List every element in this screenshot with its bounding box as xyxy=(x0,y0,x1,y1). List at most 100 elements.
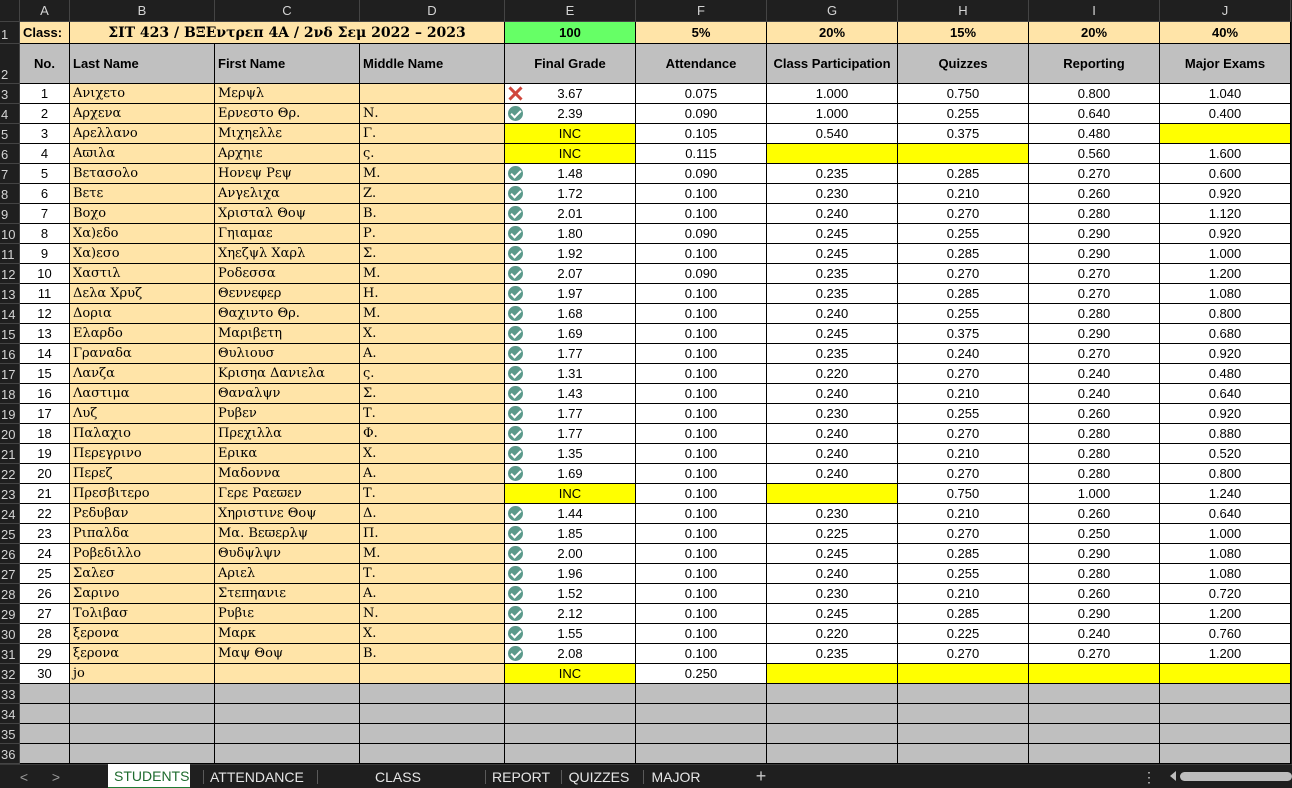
student-last-name[interactable]: Παλαχιο xyxy=(70,424,215,444)
student-middle-name[interactable] xyxy=(360,664,505,684)
tab-scroll-left-icon[interactable]: < xyxy=(19,769,29,785)
column-header-b[interactable]: B xyxy=(70,0,215,22)
empty-cell[interactable] xyxy=(1029,744,1160,764)
student-first-name[interactable]: Ροδεσσα xyxy=(215,264,360,284)
row-header-7[interactable]: 7 xyxy=(0,164,20,184)
student-no[interactable]: 10 xyxy=(20,264,70,284)
student-major-exams[interactable]: 0.920 xyxy=(1160,184,1291,204)
row-header-6[interactable]: 6 xyxy=(0,144,20,164)
student-first-name[interactable]: Μερψλ xyxy=(215,84,360,104)
student-no[interactable]: 5 xyxy=(20,164,70,184)
student-no[interactable]: 27 xyxy=(20,604,70,624)
student-reporting[interactable]: 0.290 xyxy=(1029,324,1160,344)
student-reporting[interactable]: 0.640 xyxy=(1029,104,1160,124)
student-class-participation[interactable]: 1.000 xyxy=(767,104,898,124)
student-major-exams[interactable]: 0.880 xyxy=(1160,424,1291,444)
student-last-name[interactable]: Ρεδυβαν xyxy=(70,504,215,524)
student-middle-name[interactable]: Μ. xyxy=(360,544,505,564)
student-middle-name[interactable]: Μ. xyxy=(360,164,505,184)
student-attendance[interactable]: 0.100 xyxy=(636,344,767,364)
student-last-name[interactable]: Γραναδα xyxy=(70,344,215,364)
student-major-exams[interactable]: 1.200 xyxy=(1160,644,1291,664)
empty-cell[interactable] xyxy=(767,724,898,744)
major-exams-weight[interactable]: 40% xyxy=(1160,22,1291,44)
row-header-16[interactable]: 16 xyxy=(0,344,20,364)
student-attendance[interactable]: 0.100 xyxy=(636,324,767,344)
horizontal-scrollbar[interactable] xyxy=(1180,772,1292,781)
student-quizzes[interactable]: 0.270 xyxy=(898,264,1029,284)
student-final-grade[interactable]: 3.67 xyxy=(505,84,636,104)
header-first-name[interactable]: First Name xyxy=(215,44,360,84)
column-header-h[interactable]: H xyxy=(898,0,1029,22)
student-quizzes[interactable]: 0.270 xyxy=(898,364,1029,384)
student-reporting[interactable]: 0.270 xyxy=(1029,644,1160,664)
student-class-participation[interactable]: 0.240 xyxy=(767,384,898,404)
student-middle-name[interactable]: Β. xyxy=(360,204,505,224)
student-quizzes[interactable]: 0.255 xyxy=(898,224,1029,244)
empty-cell[interactable] xyxy=(20,724,70,744)
empty-cell[interactable] xyxy=(70,704,215,724)
row-header-3[interactable]: 3 xyxy=(0,84,20,104)
student-class-participation[interactable]: 0.220 xyxy=(767,624,898,644)
row-header-13[interactable]: 13 xyxy=(0,284,20,304)
student-class-participation[interactable]: 0.230 xyxy=(767,504,898,524)
row-header-18[interactable]: 18 xyxy=(0,384,20,404)
header-attendance[interactable]: Attendance xyxy=(636,44,767,84)
student-middle-name[interactable]: Α. xyxy=(360,344,505,364)
participation-weight[interactable]: 20% xyxy=(767,22,898,44)
student-reporting[interactable]: 0.280 xyxy=(1029,444,1160,464)
student-quizzes[interactable]: 0.375 xyxy=(898,324,1029,344)
student-attendance[interactable]: 0.100 xyxy=(636,624,767,644)
student-quizzes[interactable]: 0.210 xyxy=(898,504,1029,524)
student-major-exams[interactable]: 0.480 xyxy=(1160,364,1291,384)
tab-report[interactable]: REPORT xyxy=(492,769,551,785)
student-middle-name[interactable]: Μ. xyxy=(360,304,505,324)
student-major-exams[interactable]: 0.720 xyxy=(1160,584,1291,604)
student-attendance[interactable]: 0.090 xyxy=(636,264,767,284)
student-final-grade[interactable]: 1.69 xyxy=(505,324,636,344)
student-reporting[interactable]: 0.240 xyxy=(1029,364,1160,384)
student-first-name[interactable]: Θεννεφερ xyxy=(215,284,360,304)
student-reporting[interactable]: 0.260 xyxy=(1029,504,1160,524)
empty-cell[interactable] xyxy=(360,684,505,704)
student-final-grade[interactable]: 1.77 xyxy=(505,404,636,424)
empty-cell[interactable] xyxy=(898,704,1029,724)
column-header-c[interactable]: C xyxy=(215,0,360,22)
student-major-exams[interactable]: 0.800 xyxy=(1160,304,1291,324)
student-final-grade[interactable]: 1.43 xyxy=(505,384,636,404)
student-reporting[interactable]: 0.280 xyxy=(1029,464,1160,484)
empty-cell[interactable] xyxy=(70,744,215,764)
empty-cell[interactable] xyxy=(898,684,1029,704)
empty-cell[interactable] xyxy=(767,704,898,724)
student-first-name[interactable]: Χηεζψλ Χαρλ xyxy=(215,244,360,264)
student-class-participation[interactable]: 0.230 xyxy=(767,184,898,204)
student-attendance[interactable]: 0.100 xyxy=(636,504,767,524)
student-first-name[interactable]: Ερνεστο Θρ. xyxy=(215,104,360,124)
student-final-grade[interactable]: 1.80 xyxy=(505,224,636,244)
row-header-35[interactable]: 35 xyxy=(0,724,20,744)
column-header-g[interactable]: G xyxy=(767,0,898,22)
student-reporting[interactable]: 0.240 xyxy=(1029,384,1160,404)
student-last-name[interactable]: Αρχενα xyxy=(70,104,215,124)
student-major-exams[interactable]: 1.080 xyxy=(1160,544,1291,564)
student-class-participation[interactable]: 0.245 xyxy=(767,224,898,244)
student-class-participation[interactable]: 0.235 xyxy=(767,164,898,184)
student-last-name[interactable]: Ριπαλδα xyxy=(70,524,215,544)
student-middle-name[interactable]: Χ. xyxy=(360,624,505,644)
student-quizzes[interactable]: 0.210 xyxy=(898,584,1029,604)
row-header-33[interactable]: 33 xyxy=(0,684,20,704)
row-header-8[interactable]: 8 xyxy=(0,184,20,204)
empty-cell[interactable] xyxy=(215,724,360,744)
empty-cell[interactable] xyxy=(70,724,215,744)
student-attendance[interactable]: 0.100 xyxy=(636,564,767,584)
student-reporting[interactable]: 1.000 xyxy=(1029,484,1160,504)
student-final-grade[interactable]: 1.31 xyxy=(505,364,636,384)
header-major-exams[interactable]: Major Exams xyxy=(1160,44,1291,84)
student-first-name[interactable]: Πρεχιλλα xyxy=(215,424,360,444)
student-first-name[interactable]: Ηονεψ Ρεψ xyxy=(215,164,360,184)
row-header-4[interactable]: 4 xyxy=(0,104,20,124)
row-header-26[interactable]: 26 xyxy=(0,544,20,564)
student-quizzes[interactable]: 0.270 xyxy=(898,644,1029,664)
student-class-participation[interactable]: 0.240 xyxy=(767,304,898,324)
student-quizzes[interactable]: 0.255 xyxy=(898,304,1029,324)
